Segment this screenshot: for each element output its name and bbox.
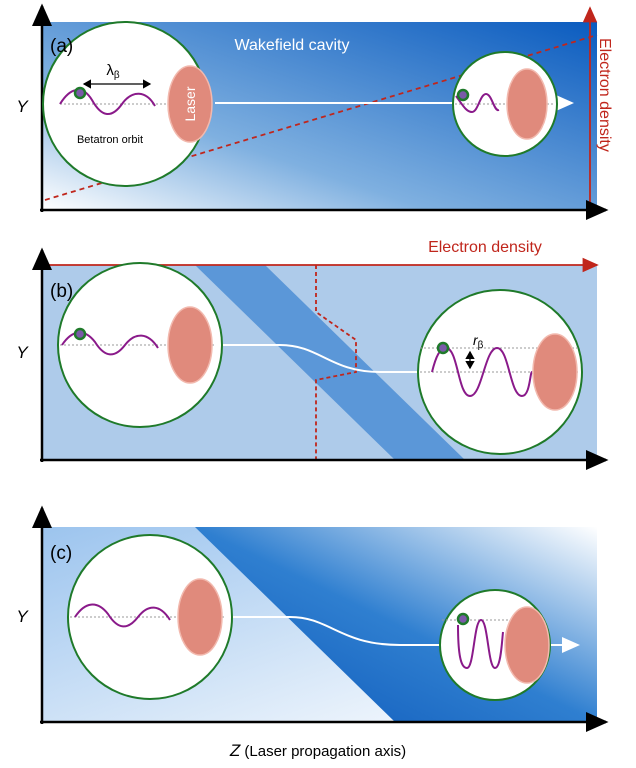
electron: [436, 341, 450, 355]
cavity-label: Wakefield cavity: [235, 37, 350, 54]
symbol: Z: [229, 741, 241, 760]
radius-label: rβ: [473, 332, 484, 351]
panel-label: (c): [50, 543, 72, 564]
density-label: Electron density: [596, 38, 613, 152]
orbit: [455, 92, 500, 114]
y-label: Y: [16, 97, 29, 116]
symbol: r: [473, 332, 479, 348]
laser: [532, 333, 578, 411]
laser: [167, 306, 213, 384]
laser: [167, 65, 213, 143]
subscript: β: [114, 70, 120, 81]
y-label: Y: [16, 607, 29, 626]
electron: [73, 327, 87, 341]
panel-c: Y (c): [16, 505, 609, 732]
laser: [504, 606, 550, 684]
laser: [177, 578, 223, 656]
y-label: Y: [16, 343, 29, 362]
wavelength-label: λβ: [106, 62, 120, 81]
panel-label: (a): [50, 36, 73, 57]
orbit: [457, 618, 504, 670]
laser-label: Laser: [182, 86, 198, 121]
electron: [456, 88, 470, 102]
orbit-label: Betatron orbit: [77, 134, 143, 146]
orbit: [74, 603, 171, 628]
laser: [506, 68, 548, 140]
panel-label: (b): [50, 281, 73, 302]
electron: [456, 612, 470, 626]
density-band: [195, 265, 465, 460]
electron: [73, 86, 87, 100]
track: [225, 616, 455, 646]
x-axis-title: Z (Laser propagation axis): [229, 741, 406, 760]
density-label: Electron density: [428, 239, 542, 256]
axis-text: (Laser propagation axis): [240, 743, 406, 760]
panel-b: Electron density Y rβ (b): [16, 239, 609, 470]
symbol: λ: [106, 62, 114, 79]
panel-a: Electron density Y Wakefield cavity Lase…: [16, 3, 613, 220]
subscript: β: [478, 340, 484, 351]
track: [215, 344, 430, 373]
